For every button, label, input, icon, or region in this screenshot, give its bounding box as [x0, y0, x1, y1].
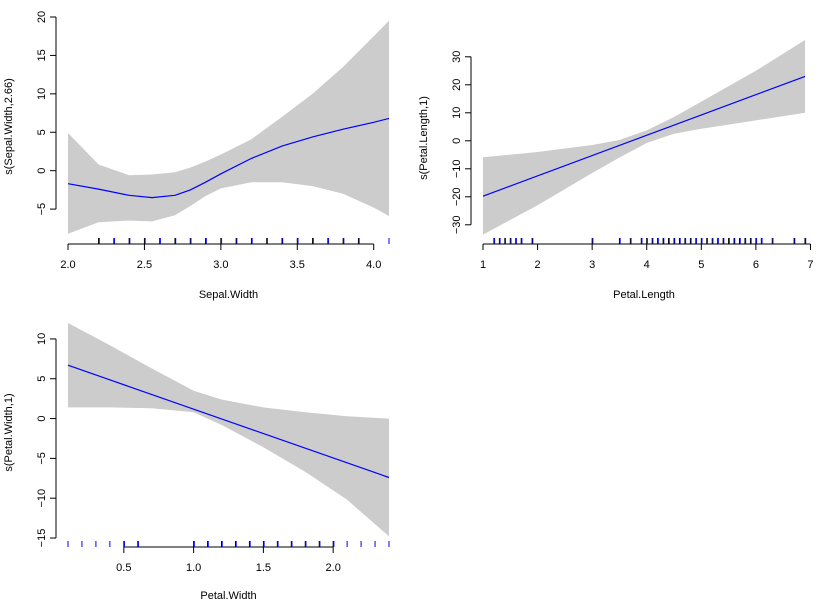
fitted-smooth-line: [482, 75, 806, 197]
panel-2: −30 −20 −10 0 10 20 30 1 2 3 4 5 6 7 Petal.Length s(Pet…: [418, 40, 814, 301]
y-tick-label: 5: [36, 129, 48, 135]
panel-3: −15 −10 −5 0 5 10 0.5 1.0 1.5 2.0 Petal.Width s(Pet…: [3, 323, 390, 602]
y-tick-label: −5: [36, 203, 48, 216]
y-tick-label: −5: [36, 452, 48, 465]
x-tick-label: 5: [698, 259, 704, 271]
x-tick-label: 0.5: [116, 562, 131, 574]
panel-1: −5 0 5 10 15 20 2.0 2.5 3.0 3.5 4.0 Sepal.Width s(Se…: [3, 11, 390, 301]
y-tick-label: 10: [36, 88, 48, 100]
y-tick-label: −30: [451, 215, 463, 234]
y-tick-label: 10: [451, 107, 463, 119]
y-tick-label: 20: [36, 11, 48, 23]
y-tick-label: 15: [36, 49, 48, 61]
x-tick-label: 3.0: [213, 259, 228, 271]
x-tick-label: 2.5: [137, 259, 152, 271]
x-tick-label: 7: [807, 259, 813, 271]
y-tick-label: 0: [36, 416, 48, 422]
x-axis-label: Sepal.Width: [199, 289, 258, 301]
x-tick-label: 6: [753, 259, 759, 271]
x-tick-label: 1: [480, 259, 486, 271]
x-tick-label: 1.0: [186, 562, 201, 574]
y-tick-label: −10: [36, 489, 48, 508]
confidence-band: [68, 20, 389, 234]
x-tick-label: 1.5: [256, 562, 271, 574]
confidence-band: [483, 40, 805, 235]
x-tick-label: 2: [535, 259, 541, 271]
y-tick-label: 10: [36, 333, 48, 345]
fitted-smooth-line: [67, 364, 390, 479]
y-tick-label: 20: [451, 79, 463, 91]
x-tick-label: 3.5: [290, 259, 305, 271]
x-axis-label: Petal.Length: [613, 289, 675, 301]
y-axis-label: s(Sepal.Width,2.66): [3, 78, 15, 175]
y-tick-label: 0: [451, 138, 463, 144]
y-tick-label: −10: [451, 159, 463, 178]
x-tick-label: 4: [644, 259, 650, 271]
y-tick-label: −20: [451, 187, 463, 206]
y-tick-label: 5: [36, 376, 48, 382]
x-tick-label: 2.0: [326, 562, 341, 574]
y-axis-label: s(Petal.Width,1): [3, 393, 15, 471]
x-tick-label: 2.0: [60, 259, 75, 271]
x-tick-label: 4.0: [366, 259, 381, 271]
y-axis-label: s(Petal.Length,1): [418, 96, 430, 180]
fitted-smooth-line: [67, 117, 390, 199]
y-tick-label: −15: [36, 529, 48, 548]
x-tick-label: 3: [589, 259, 595, 271]
y-tick-label: 30: [451, 51, 463, 63]
y-tick-label: 0: [36, 168, 48, 174]
confidence-band: [68, 323, 389, 537]
x-axis-label: Petal.Width: [200, 590, 256, 602]
